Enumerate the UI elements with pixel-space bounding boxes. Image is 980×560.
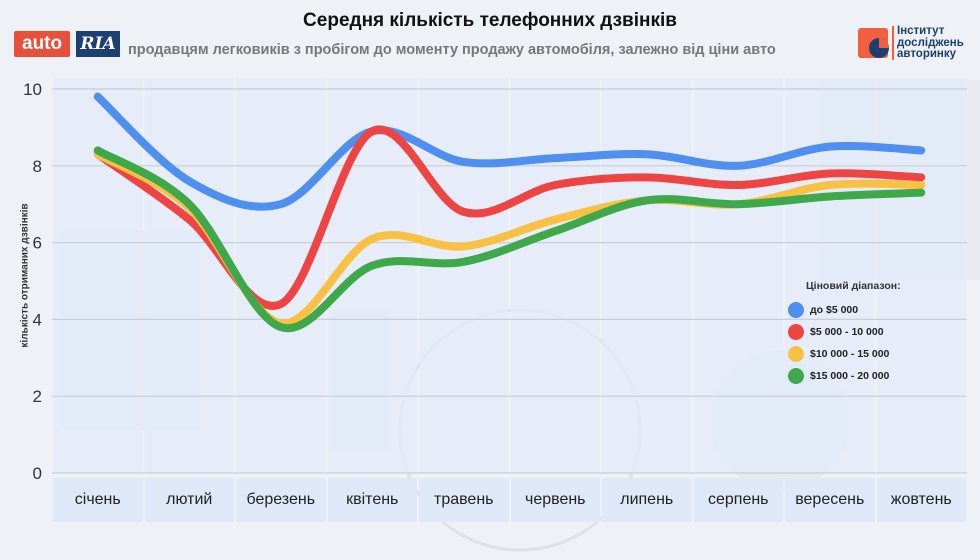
column-panel	[510, 78, 600, 473]
x-tick-label: липень	[602, 478, 692, 522]
column-panel	[419, 78, 509, 473]
x-tick-label: червень	[510, 478, 600, 522]
legend-item-2: $5 000 - 10 000	[788, 321, 938, 343]
legend-dot-3	[788, 346, 804, 362]
y-tick-label: 0	[33, 464, 42, 483]
x-tick-label: квітень	[327, 478, 417, 522]
legend-item-4: $15 000 - 20 000	[788, 365, 938, 387]
chart-subtitle: продавцям легковиків з пробігом до момен…	[128, 42, 776, 58]
legend-label-2: $5 000 - 10 000	[810, 326, 884, 338]
legend-label-1: до $5 000	[810, 304, 859, 316]
institute-line-3: авторинку	[897, 48, 957, 60]
column-panel	[785, 78, 875, 473]
legend-title: Ціновий діапазон:	[806, 280, 901, 292]
legend-item-1: до $5 000	[788, 299, 938, 321]
column-panel	[693, 78, 783, 473]
series-line-4	[93, 146, 926, 333]
y-tick-label: 6	[33, 234, 42, 253]
institute-logo-text: Інститут досліджень авторинку	[897, 25, 964, 61]
legend-dot-1	[788, 302, 804, 318]
header: auto RIA Середня кількість телефонних дз…	[0, 0, 980, 70]
legend-dot-2	[788, 324, 804, 340]
x-tick-label: травень	[419, 478, 509, 522]
y-tick-label: 8	[33, 157, 42, 176]
institute-logo-icon	[858, 26, 894, 60]
legend-label-3: $10 000 - 15 000	[810, 348, 890, 360]
legend-label-4: $15 000 - 20 000	[810, 370, 890, 382]
legend-item-3: $10 000 - 15 000	[788, 343, 938, 365]
x-tick-label: березень	[236, 478, 326, 522]
x-tick-label: вересень	[785, 478, 875, 522]
column-panel	[876, 78, 966, 473]
auto-ria-logo-ria: RIA	[76, 31, 120, 57]
y-tick-label: 2	[33, 387, 42, 406]
chart-title: Середня кількість телефонних дзвінків	[303, 10, 677, 31]
column-panel	[236, 78, 326, 473]
column-panel	[602, 78, 692, 473]
column-panel	[53, 78, 143, 473]
x-tick-label: серпень	[693, 478, 783, 522]
x-tick-label: жовтень	[876, 478, 966, 522]
y-tick-label: 10	[23, 80, 42, 99]
column-panel	[144, 78, 234, 473]
institute-line-1: Інститут	[897, 25, 945, 37]
series-line-1	[93, 92, 926, 211]
legend-dot-4	[788, 368, 804, 384]
x-tick-label: лютий	[144, 478, 234, 522]
legend: Ціновий діапазон: до $5 000 $5 000 - 10 …	[788, 280, 938, 387]
institute-line-2: досліджень	[897, 36, 964, 49]
y-axis-label: кількість отриманих дзвінків	[19, 203, 31, 348]
y-tick-label: 4	[33, 310, 42, 329]
auto-ria-logo-auto: auto	[14, 31, 71, 57]
x-tick-label: січень	[53, 478, 143, 522]
